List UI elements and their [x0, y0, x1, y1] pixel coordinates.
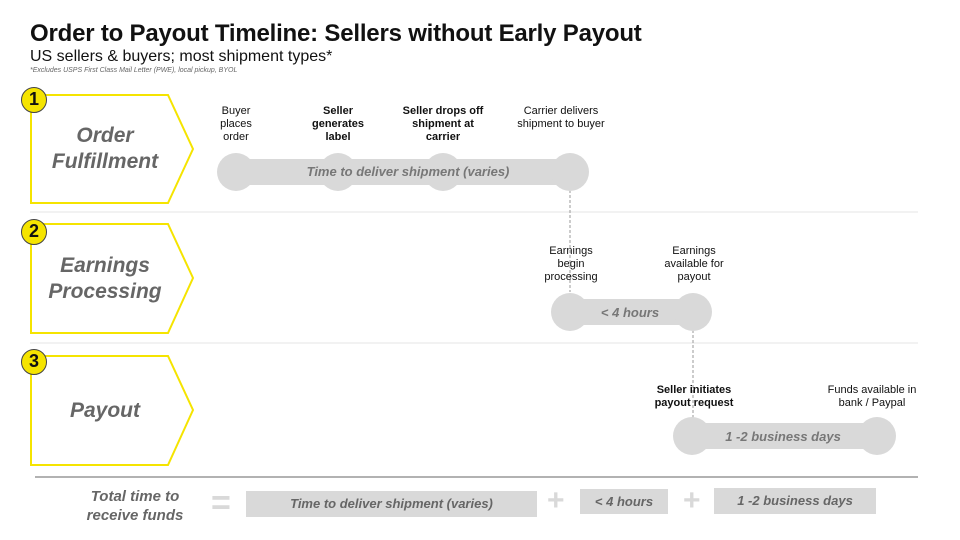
step-marker: [319, 153, 357, 191]
plus-sign: +: [683, 484, 701, 517]
step-label: Earnings begin processing: [544, 245, 598, 283]
stage-1-badge: 1: [21, 87, 47, 113]
step-marker: [858, 417, 896, 455]
stage-3-chevron: [30, 355, 195, 466]
stage-2-title: Earnings Processing: [48, 254, 162, 303]
footnote: *Excludes USPS First Class Mail Letter (…: [30, 67, 238, 74]
timeline-bar-2: [555, 299, 705, 325]
total-label: Total time to receive funds: [86, 488, 184, 524]
timeline-bar-1: [222, 159, 582, 185]
bar-label: Time to deliver shipment (varies): [306, 164, 510, 179]
step-label: Funds available in bank / Paypal: [827, 384, 917, 409]
step-marker: [424, 153, 462, 191]
timeline-bar-3: [677, 423, 889, 449]
stage-1-chevron: [30, 94, 195, 204]
step-marker: [674, 293, 712, 331]
stage-2-badge: 2: [21, 219, 47, 245]
bar-label: 1 -2 business days: [725, 429, 841, 444]
stage-1-title: Order Fulfillment: [51, 124, 159, 173]
plus-sign: +: [547, 484, 565, 517]
step-marker: [217, 153, 255, 191]
step-label: Seller drops off shipment at carrier: [402, 105, 484, 143]
equals-sign: =: [211, 484, 231, 522]
step-label: Seller generates label: [312, 105, 364, 143]
step-marker: [551, 293, 589, 331]
step-marker: [673, 417, 711, 455]
bar-label: < 4 hours: [600, 305, 660, 320]
stage-3-title: Payout: [69, 399, 140, 422]
total-term-processing: < 4 hours: [580, 489, 668, 514]
total-term-payout: 1 -2 business days: [714, 488, 876, 514]
step-label: Seller initiates payout request: [654, 384, 734, 409]
stage-3-badge: 3: [21, 349, 47, 375]
page-title: Order to Payout Timeline: Sellers withou…: [30, 20, 642, 47]
page-subtitle: US sellers & buyers; most shipment types…: [30, 48, 333, 65]
step-label: Buyer places order: [220, 105, 252, 143]
step-label: Earnings available for payout: [664, 245, 724, 283]
total-term-shipment: Time to deliver shipment (varies): [246, 491, 537, 517]
stage-2-chevron: [30, 223, 195, 334]
step-marker: [551, 153, 589, 191]
step-label: Carrier delivers shipment to buyer: [517, 105, 605, 130]
